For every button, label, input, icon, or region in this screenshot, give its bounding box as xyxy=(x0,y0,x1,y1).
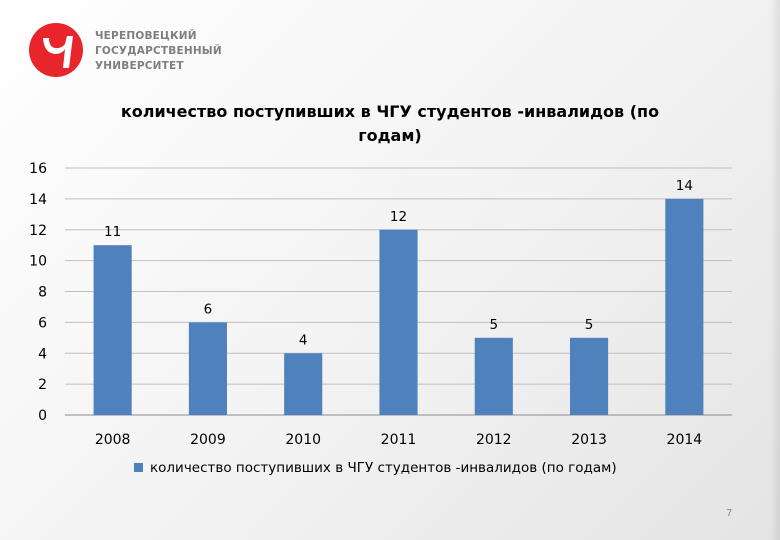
x-tick-label: 2012 xyxy=(476,432,512,448)
university-logo xyxy=(29,23,83,77)
x-tick-label: 2014 xyxy=(667,432,703,448)
slide-edge-shadow xyxy=(770,0,780,540)
logo-letter-ch xyxy=(43,36,73,68)
y-tick-label: 16 xyxy=(29,161,47,177)
y-tick-label: 4 xyxy=(38,346,47,362)
university-name-line2: ГОСУДАРСТВЕННЫЙ xyxy=(95,45,222,57)
data-label: 4 xyxy=(299,332,308,348)
bar xyxy=(93,245,132,415)
y-tick-label: 14 xyxy=(29,192,47,208)
data-label: 12 xyxy=(390,209,407,225)
chart-title: количество поступивших в ЧГУ студентов -… xyxy=(120,102,660,145)
university-name: ЧЕРЕПОВЕЦКИЙ ГОСУДАРСТВЕННЫЙ УНИВЕРСИТЕТ xyxy=(95,29,222,74)
legend-label: количество поступивших в ЧГУ студентов -… xyxy=(150,460,617,476)
y-tick-label: 10 xyxy=(29,254,47,270)
data-label: 11 xyxy=(104,224,121,240)
data-label: 14 xyxy=(676,178,693,194)
data-label: 6 xyxy=(204,301,213,317)
legend-swatch xyxy=(134,463,143,472)
x-tick-label: 2008 xyxy=(95,432,131,448)
bar xyxy=(188,322,227,415)
bars xyxy=(93,198,704,415)
data-label: 5 xyxy=(489,317,498,333)
bar xyxy=(284,353,323,415)
x-tick-label: 2011 xyxy=(381,432,417,448)
y-tick-label: 8 xyxy=(38,285,47,301)
bar xyxy=(474,337,513,415)
y-tick-label: 0 xyxy=(38,408,47,424)
page-number: 7 xyxy=(726,508,733,519)
x-tick-label: 2010 xyxy=(285,432,321,448)
bar xyxy=(379,229,418,415)
y-tick-label: 2 xyxy=(38,377,47,393)
bar xyxy=(570,337,609,415)
labels: 0 2 4 6 8 10 12 14 16 11 2008 6 2009 4 2010 12 2011 5 2012… xyxy=(29,161,702,448)
legend: количество поступивших в ЧГУ студентов -… xyxy=(134,460,617,476)
data-label: 5 xyxy=(585,317,594,333)
university-name-line3: УНИВЕРСИТЕТ xyxy=(95,60,184,72)
y-tick-label: 12 xyxy=(29,223,47,239)
y-tick-label: 6 xyxy=(38,315,47,331)
bar xyxy=(665,198,704,415)
x-tick-label: 2009 xyxy=(190,432,226,448)
x-tick-label: 2013 xyxy=(571,432,607,448)
university-name-line1: ЧЕРЕПОВЕЦКИЙ xyxy=(95,30,197,42)
